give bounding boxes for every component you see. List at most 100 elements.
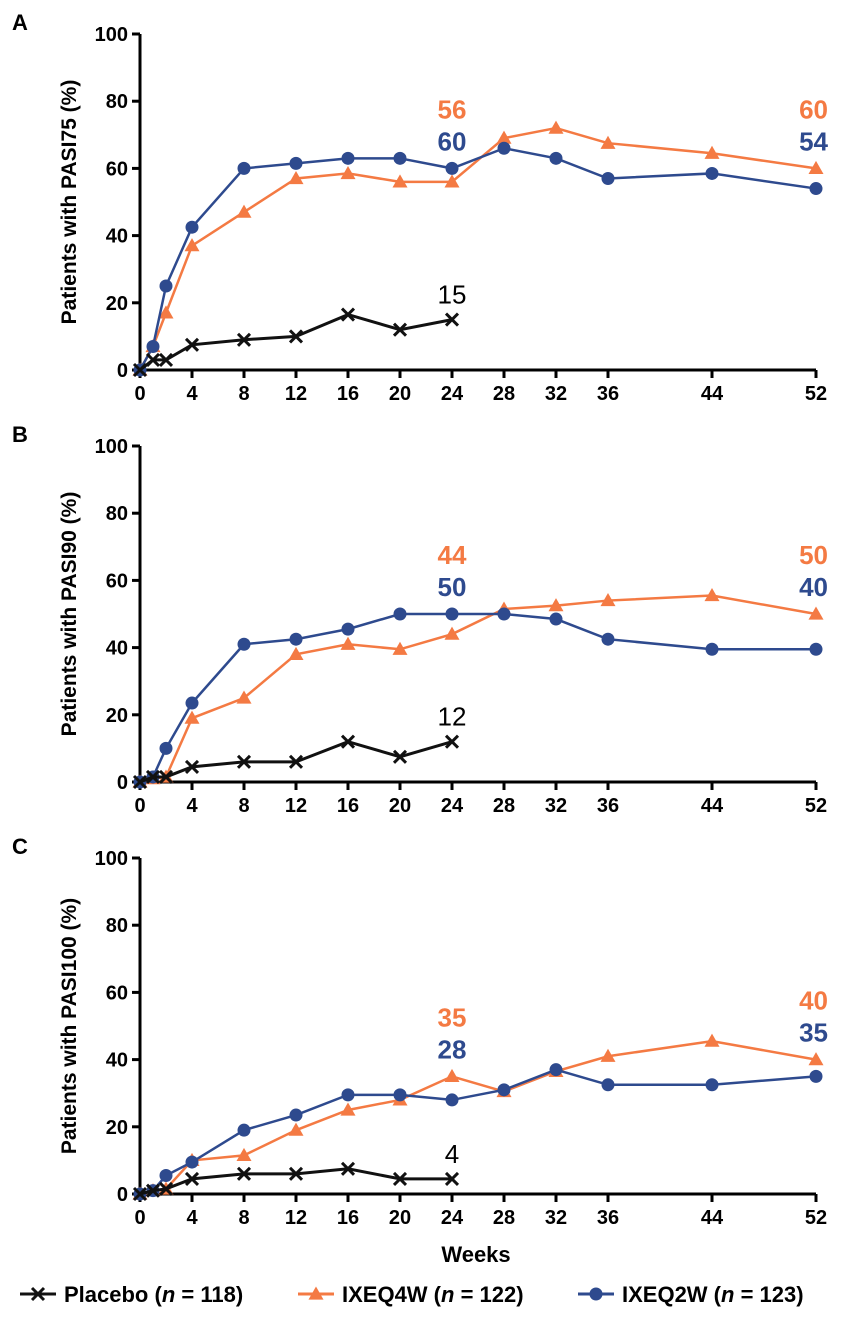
series-placebo: [132, 1161, 460, 1202]
data-point-ixeq2w: [601, 1078, 615, 1092]
series-placebo: [132, 734, 460, 790]
y-tick-label: 80: [106, 503, 128, 525]
series-ixeq2w: [133, 141, 823, 377]
series-line-ixeq4w: [138, 126, 817, 371]
data-point-placebo: [184, 1171, 200, 1186]
y-tick-label: 0: [117, 360, 128, 382]
data-point-placebo: [288, 1166, 304, 1181]
data-point-placebo: [340, 734, 356, 749]
data-point-ixeq2w: [809, 182, 823, 196]
data-point-ixeq4w: [340, 165, 356, 180]
data-point-ixeq2w: [601, 632, 615, 646]
x-tick-label: 28: [493, 383, 515, 405]
data-point-placebo: [236, 754, 252, 769]
data-point-ixeq2w: [393, 1088, 407, 1102]
x-tick-label: 8: [238, 1207, 249, 1229]
legend-marker-ixeq4w: [308, 1286, 324, 1300]
data-point-placebo: [340, 1161, 356, 1176]
panel-letter: B: [12, 422, 28, 447]
x-tick-label: 32: [545, 795, 567, 817]
value-label-ixeq4w: 56: [438, 94, 467, 124]
y-tick-label: 40: [106, 638, 128, 660]
y-tick-label: 80: [106, 91, 128, 113]
series-line-ixeq4w: [139, 594, 817, 784]
data-point-ixeq2w: [497, 607, 511, 621]
data-point-placebo: [158, 1181, 174, 1197]
data-point-ixeq2w: [497, 141, 511, 155]
x-tick-label: 16: [337, 795, 359, 817]
data-point-placebo: [184, 337, 200, 352]
data-point-placebo: [392, 1171, 408, 1186]
panel-letter: A: [12, 10, 28, 35]
data-point-placebo: [444, 312, 460, 327]
legend-item-ixeq4w: IXEQ4W (n = 122): [298, 1282, 524, 1307]
data-point-ixeq4w: [236, 1147, 252, 1161]
data-point-ixeq2w: [341, 151, 355, 165]
y-tick-label: 60: [106, 570, 128, 592]
x-tick-label: 36: [597, 383, 619, 405]
panel-letter: C: [12, 834, 28, 859]
data-point-placebo: [392, 749, 408, 764]
data-point-ixeq2w: [159, 1169, 173, 1183]
legend-label: IXEQ4W (n = 122): [342, 1282, 524, 1307]
data-point-ixeq4w: [444, 1068, 460, 1083]
value-label-ixeq2w: 50: [438, 572, 467, 602]
data-point-ixeq2w: [393, 607, 407, 621]
x-tick-label: 20: [389, 1207, 411, 1229]
data-point-ixeq2w: [237, 161, 251, 175]
data-point-placebo: [288, 754, 304, 769]
y-axis-label: Patients with PASI75 (%): [58, 80, 81, 325]
x-tick-label: 28: [493, 795, 515, 817]
data-point-ixeq4w: [600, 593, 616, 607]
value-label-ixeq2w: 28: [438, 1034, 467, 1064]
data-point-ixeq2w: [341, 1088, 355, 1102]
y-tick-label: 0: [117, 772, 128, 794]
y-tick-label: 20: [106, 705, 128, 727]
x-tick-label: 20: [389, 383, 411, 405]
data-point-ixeq2w: [809, 1069, 823, 1083]
data-point-ixeq2w: [497, 1083, 511, 1097]
data-point-placebo: [158, 769, 174, 785]
y-tick-label: 40: [106, 226, 128, 248]
data-point-ixeq4w: [158, 305, 174, 319]
data-point-ixeq2w: [393, 151, 407, 165]
data-point-ixeq4w: [236, 204, 252, 218]
x-tick-label: 4: [186, 383, 198, 405]
data-point-placebo: [145, 352, 161, 367]
panel-c: C 0 20 40 60 80 100 0 4 8 12 16 20 24 28 32 36 44 52 Patien…: [12, 834, 828, 1229]
data-point-placebo: [132, 362, 148, 378]
data-point-ixeq2w: [601, 171, 615, 185]
data-point-placebo: [340, 307, 356, 322]
series-line-placebo: [139, 312, 453, 372]
x-tick-label: 16: [337, 383, 359, 405]
x-tick-label: 0: [134, 795, 145, 817]
data-point-ixeq2w: [237, 1123, 251, 1137]
value-label-placebo: 12: [438, 702, 467, 732]
data-point-placebo: [236, 1166, 252, 1181]
data-point-ixeq2w: [341, 622, 355, 636]
x-axis-label: Weeks: [441, 1242, 510, 1267]
series-placebo: [132, 307, 460, 378]
y-axis-label: Patients with PASI90 (%): [58, 492, 81, 737]
x-tick-label: 44: [701, 795, 724, 817]
value-label-ixeq4w: 40: [799, 986, 828, 1016]
panel-a: A 0 20 40 60 80 100 0 4 8 12 16 20 24 28 32 36 44 52 Patien…: [12, 10, 829, 405]
data-point-placebo: [184, 759, 200, 774]
y-tick-label: 100: [95, 24, 128, 46]
data-point-ixeq4w: [548, 120, 564, 134]
data-point-ixeq4w: [236, 690, 252, 704]
data-point-ixeq4w: [704, 588, 720, 602]
data-point-placebo: [444, 1171, 460, 1186]
y-tick-label: 60: [106, 158, 128, 180]
value-label-placebo: 15: [438, 280, 467, 310]
x-tick-label: 44: [701, 383, 724, 405]
data-point-ixeq4w: [808, 160, 824, 175]
data-point-ixeq2w: [159, 741, 173, 755]
data-point-ixeq2w: [445, 1093, 459, 1107]
data-point-ixeq4w: [704, 1033, 720, 1047]
y-tick-label: 20: [106, 1117, 128, 1139]
data-point-placebo: [444, 734, 460, 749]
x-tick-label: 4: [186, 1207, 198, 1229]
panel-b: B 0 20 40 60 80 100 0 4 8 12 16 20 24 28 32 36 44 52 Patien…: [12, 422, 828, 817]
